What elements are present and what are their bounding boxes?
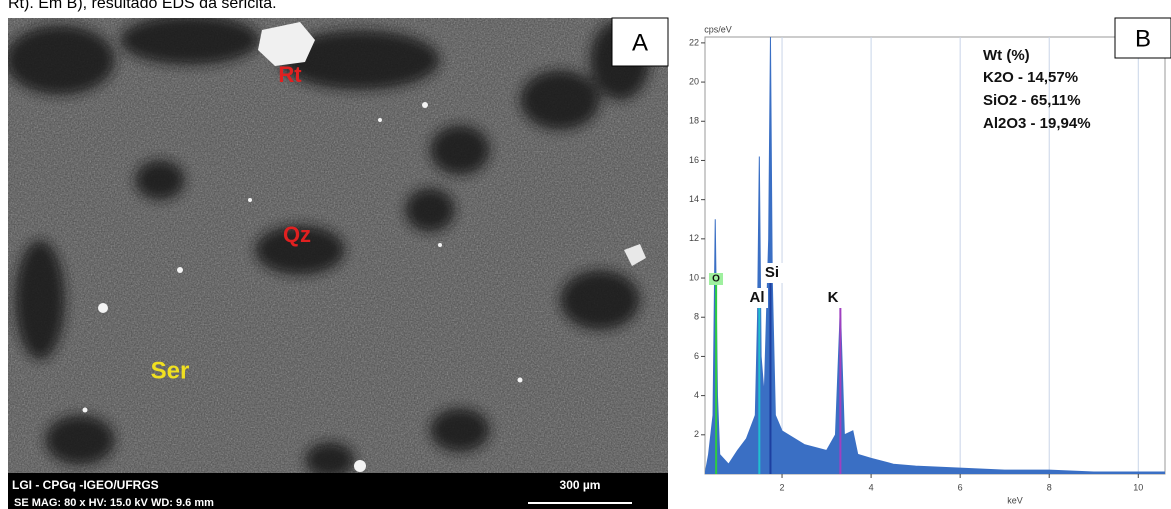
y-tick-label: 16 [689,155,699,165]
element-label: Al [750,289,765,306]
footer-params: SE MAG: 80 x HV: 15.0 kV WD: 9.6 mm [14,497,214,509]
sem-image [8,18,668,509]
x-tick-label: 8 [1047,482,1052,492]
x-axis-label: keV [1007,495,1023,505]
spectrum-area [705,37,1165,474]
element-label: K [828,289,839,306]
annotation-line: K2O - 14,57% [983,69,1078,86]
element-label-box [761,263,783,283]
y-tick-label: 2 [694,429,699,439]
panel-label: A [632,29,648,56]
x-tick-label: 2 [780,482,785,492]
x-tick-label: 10 [1133,482,1143,492]
annotation-line: SiO2 - 65,11% [983,92,1081,109]
annotation-title: Wt (%) [983,47,1030,64]
mineral-label: Ser [151,357,190,384]
x-tick-label: 4 [869,482,874,492]
caption: Rt). Em B), resultado EDS da sericita. [8,0,277,12]
y-tick-label: 6 [694,351,699,361]
y-tick-label: 14 [689,194,699,204]
mineral-label: Rt [278,62,302,87]
x-tick-label: 6 [958,482,963,492]
y-tick-label: 22 [689,37,699,47]
y-tick-label: 20 [689,76,699,86]
y-tick-label: 18 [689,116,699,126]
panel-label-box [1114,17,1171,59]
scale-label: 300 µm [560,478,601,492]
y-axis-label: cps/eV [704,24,732,34]
element-label-box [746,288,768,308]
panel-label: B [1135,25,1151,52]
element-label: Si [765,264,779,281]
element-label-box [709,273,723,285]
y-tick-label: 4 [694,390,699,400]
annotation-line: Al2O3 - 19,94% [983,115,1091,132]
y-tick-label: 10 [689,272,699,282]
element-label-box [822,288,844,308]
panel-label-box [611,17,669,67]
element-label: O [712,274,720,285]
footer-lab: LGI - CPGq -IGEO/UFRGS [12,478,159,492]
y-tick-label: 12 [689,233,699,243]
y-tick-label: 8 [694,312,699,322]
mineral-label: Qz [283,222,311,247]
